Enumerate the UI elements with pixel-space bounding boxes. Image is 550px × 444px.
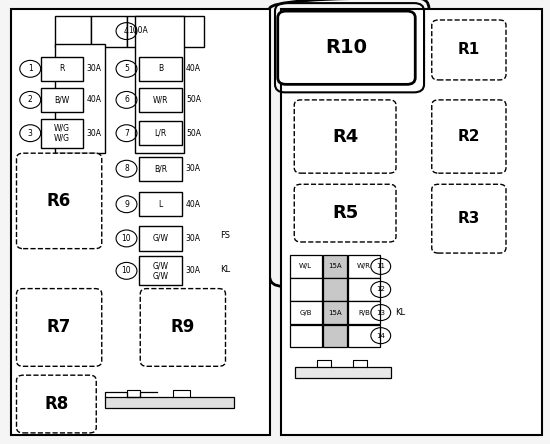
Text: 30A: 30A [186, 164, 201, 173]
Text: R: R [59, 64, 65, 73]
Text: R6: R6 [47, 192, 72, 210]
Bar [323, 278, 347, 301]
Text: 13: 13 [376, 309, 385, 316]
Text: 40A: 40A [186, 200, 201, 209]
FancyBboxPatch shape [120, 222, 227, 286]
Bar [139, 192, 182, 216]
Bar [295, 367, 391, 378]
Bar [139, 57, 182, 81]
Text: KL: KL [395, 308, 405, 317]
FancyBboxPatch shape [16, 153, 102, 249]
Text: 6: 6 [124, 95, 129, 104]
FancyBboxPatch shape [294, 184, 396, 242]
Text: W/L: W/L [299, 263, 312, 270]
Bar [348, 325, 380, 347]
Text: R9: R9 [170, 318, 195, 337]
Text: 7: 7 [124, 129, 129, 138]
Text: R2: R2 [458, 129, 480, 144]
Text: 100A: 100A [129, 26, 149, 35]
Text: 30A: 30A [186, 266, 201, 275]
Text: 50A: 50A [186, 95, 201, 104]
FancyBboxPatch shape [16, 289, 102, 366]
Bar [348, 278, 380, 301]
Text: L/R: L/R [155, 129, 167, 138]
Bar [348, 301, 380, 324]
Text: L: L [158, 200, 163, 209]
Text: 30A: 30A [86, 129, 101, 138]
Text: 10: 10 [122, 266, 131, 275]
Text: R/B: R/B [358, 309, 370, 316]
Text: W/G
W/G: W/G W/G [54, 123, 70, 143]
Bar [139, 121, 182, 146]
Text: 50A: 50A [186, 129, 201, 138]
Text: R4: R4 [332, 127, 358, 146]
Bar [139, 226, 182, 250]
Bar [323, 301, 347, 324]
Bar [135, 16, 184, 153]
Bar [55, 44, 104, 153]
Text: 30A: 30A [186, 234, 201, 243]
Text: 2: 2 [28, 95, 32, 104]
Text: 3: 3 [28, 129, 32, 138]
Bar [290, 325, 322, 347]
FancyBboxPatch shape [140, 289, 226, 366]
FancyBboxPatch shape [432, 184, 506, 253]
Text: R8: R8 [44, 395, 69, 413]
Text: 8: 8 [124, 164, 129, 173]
Text: R10: R10 [326, 39, 367, 57]
Bar [55, 16, 91, 47]
Text: 14: 14 [376, 333, 385, 339]
Bar [290, 301, 322, 324]
Text: G/W: G/W [152, 234, 169, 243]
Text: R7: R7 [47, 318, 72, 337]
Bar [290, 278, 322, 301]
Text: W/R: W/R [153, 95, 168, 104]
Bar [126, 16, 165, 47]
Text: 40A: 40A [86, 95, 101, 104]
Text: R5: R5 [332, 204, 358, 222]
Bar [91, 16, 126, 47]
Text: 40A: 40A [186, 64, 201, 73]
Bar [323, 255, 347, 278]
Text: W/R: W/R [357, 263, 371, 270]
Text: 4: 4 [124, 27, 129, 36]
Bar [139, 88, 182, 112]
Bar [165, 16, 204, 47]
Text: 9: 9 [124, 200, 129, 209]
Bar [41, 88, 82, 112]
Bar [11, 9, 270, 435]
FancyBboxPatch shape [432, 100, 506, 173]
Text: 15A: 15A [328, 309, 342, 316]
Bar [41, 57, 82, 81]
FancyBboxPatch shape [294, 100, 396, 173]
Bar [104, 397, 234, 408]
Bar [139, 256, 182, 285]
Bar [280, 9, 542, 435]
Bar [290, 255, 322, 278]
Text: 15A: 15A [328, 263, 342, 270]
Bar [41, 119, 82, 148]
Bar [348, 255, 380, 278]
Text: B/R: B/R [154, 164, 167, 173]
Bar [323, 325, 347, 347]
Text: 5: 5 [124, 64, 129, 73]
FancyBboxPatch shape [16, 375, 96, 433]
Text: B: B [158, 64, 163, 73]
Text: R3: R3 [458, 211, 480, 226]
Text: G/W
G/W: G/W G/W [152, 261, 169, 281]
FancyBboxPatch shape [278, 11, 415, 84]
Text: 11: 11 [376, 263, 385, 270]
Text: G/B: G/B [300, 309, 312, 316]
Text: 12: 12 [376, 286, 385, 293]
Text: 30A: 30A [86, 64, 101, 73]
Text: 1: 1 [28, 64, 32, 73]
FancyBboxPatch shape [432, 20, 506, 80]
Text: FS: FS [220, 231, 230, 240]
Bar [139, 157, 182, 181]
Text: B/W: B/W [54, 95, 70, 104]
Text: KL: KL [220, 265, 230, 274]
Text: R1: R1 [458, 43, 480, 57]
Text: 10: 10 [122, 234, 131, 243]
